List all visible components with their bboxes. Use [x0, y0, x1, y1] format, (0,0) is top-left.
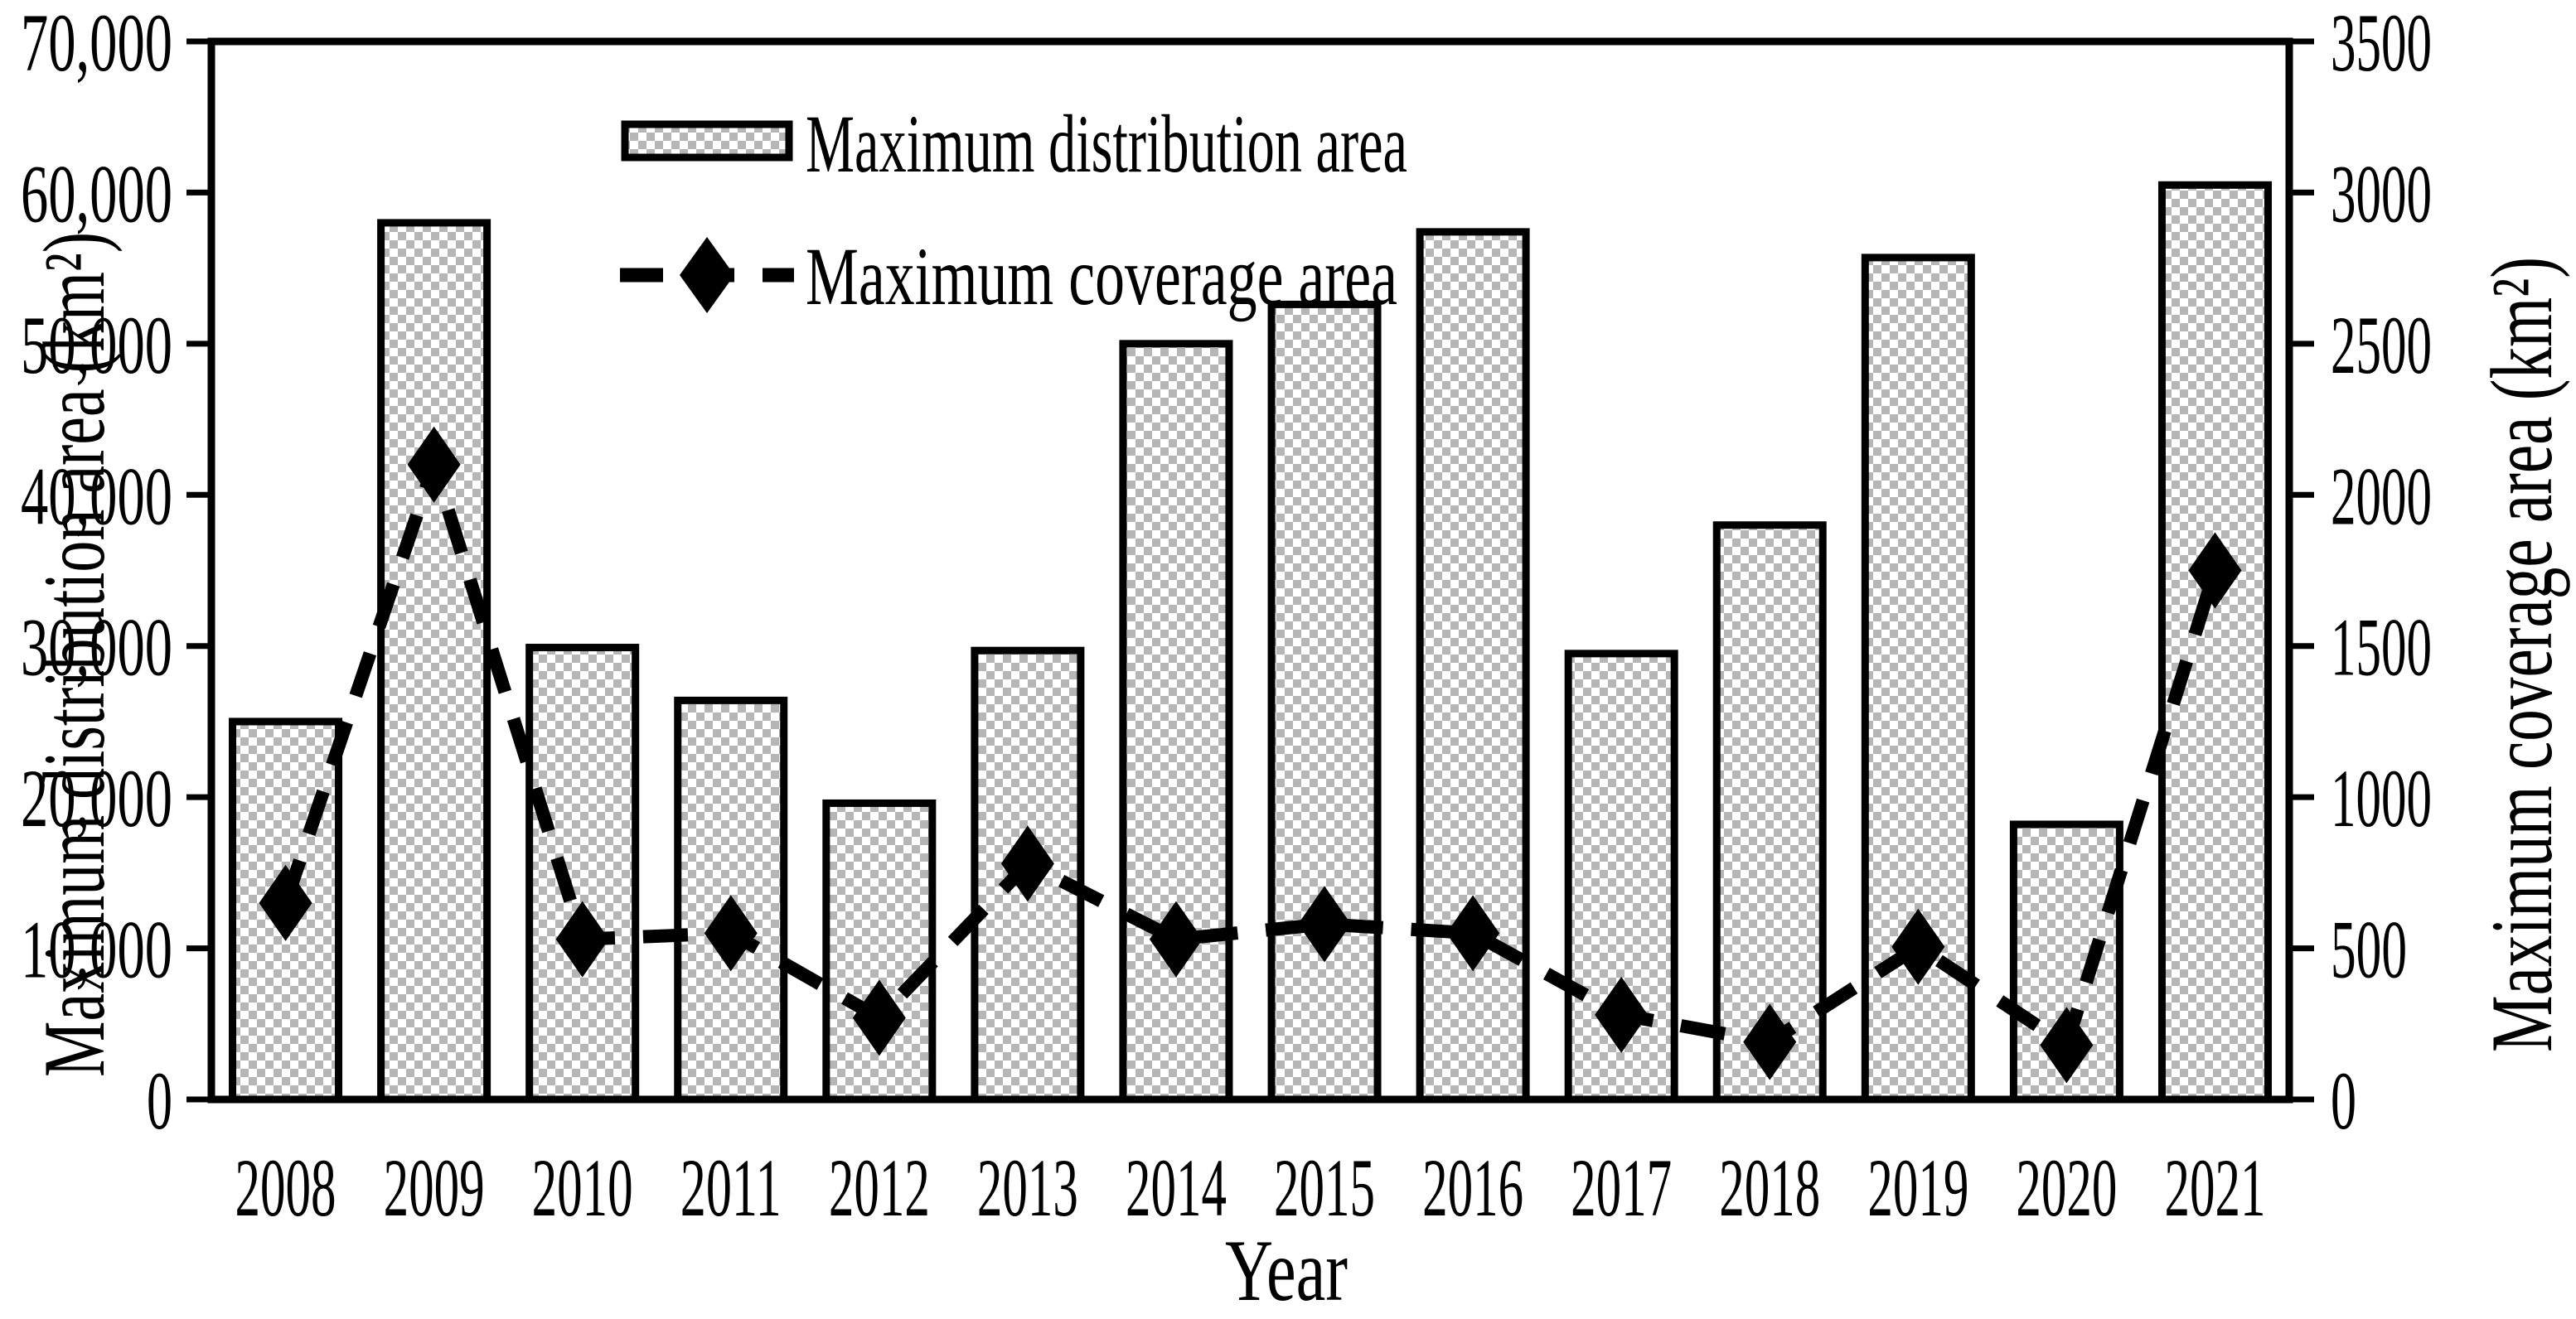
axis-tick-labels: 70,000 3500 60,000 3000 50,000 2500 40,000 2000…	[21, 0, 2432, 1234]
line-series	[259, 426, 2242, 1084]
axis-ticks	[186, 38, 2314, 1103]
marker-2017	[1595, 976, 1649, 1053]
left-tick-label-60000: 60,000	[21, 147, 172, 239]
x-tick-label-2012: 2012	[829, 1142, 930, 1234]
bar-2015	[1267, 300, 1382, 1104]
marker-2014	[1149, 901, 1203, 978]
x-tick-label-2014: 2014	[1126, 1142, 1227, 1234]
plot-frame	[207, 37, 2293, 1104]
marker-2018	[1743, 1003, 1797, 1080]
left-axis-title: Maximum distribution area (km²)	[26, 232, 123, 1077]
marker-2021	[2188, 532, 2242, 609]
marker-2011	[704, 895, 758, 972]
x-tick-label-2010: 2010	[532, 1142, 633, 1234]
x-tick-label-2021: 2021	[2164, 1142, 2265, 1234]
bar-series	[229, 181, 2272, 1104]
x-axis-title: Year	[1225, 1222, 1348, 1319]
marker-2010	[555, 901, 609, 978]
legend-bar-swatch	[621, 120, 793, 162]
x-tick-label-2019: 2019	[1867, 1142, 1968, 1234]
left-tick-label-70000: 70,000	[21, 0, 172, 89]
marker-2015	[1298, 886, 1352, 963]
left-tick-label-30000: 30,000	[21, 602, 172, 693]
right-tick-label-500: 500	[2331, 904, 2407, 996]
right-axis-title: Maximum coverage area (km²)	[2473, 257, 2570, 1052]
marker-2009	[407, 426, 461, 503]
left-tick-label-20000: 20,000	[21, 752, 172, 844]
legend: Maximum distribution area Maximum covera…	[620, 98, 1407, 322]
bar-2014	[1119, 340, 1233, 1104]
marker-2016	[1446, 895, 1500, 972]
legend-line-label: Maximum coverage area	[806, 230, 1397, 322]
right-tick-label-3000: 3000	[2331, 147, 2432, 239]
x-tick-label-2008: 2008	[235, 1142, 337, 1234]
x-tick-label-2018: 2018	[1719, 1142, 1820, 1234]
right-tick-label-1500: 1500	[2331, 602, 2432, 693]
bar-2009	[377, 219, 491, 1104]
right-tick-label-2000: 2000	[2331, 450, 2432, 542]
x-tick-label-2013: 2013	[977, 1142, 1078, 1234]
marker-2020	[2040, 1007, 2094, 1084]
marker-2019	[1891, 908, 1945, 985]
legend-line-diamond-icon	[680, 237, 734, 313]
right-tick-label-0: 0	[2331, 1055, 2356, 1147]
right-tick-label-1000: 1000	[2331, 752, 2432, 844]
bar-2010	[525, 644, 640, 1104]
x-tick-label-2020: 2020	[2016, 1142, 2117, 1234]
marker-2013	[1000, 825, 1054, 902]
left-tick-label-50000: 50,000	[21, 299, 172, 391]
x-tick-label-2017: 2017	[1571, 1142, 1672, 1234]
bar-2021	[2157, 181, 2272, 1104]
x-tick-label-2016: 2016	[1422, 1142, 1523, 1234]
left-tick-label-10000: 10,000	[21, 904, 172, 996]
x-tick-label-2009: 2009	[384, 1142, 485, 1234]
marker-2008	[259, 864, 312, 941]
right-tick-label-2500: 2500	[2331, 299, 2432, 391]
right-tick-label-3500: 3500	[2331, 0, 2432, 89]
left-tick-label-40000: 40,000	[21, 450, 172, 542]
legend-bar-label: Maximum distribution area	[806, 98, 1407, 190]
x-tick-label-2015: 2015	[1274, 1142, 1375, 1234]
left-tick-label-0: 0	[147, 1055, 172, 1147]
marker-2012	[852, 979, 906, 1056]
x-tick-label-2011: 2011	[680, 1142, 782, 1234]
